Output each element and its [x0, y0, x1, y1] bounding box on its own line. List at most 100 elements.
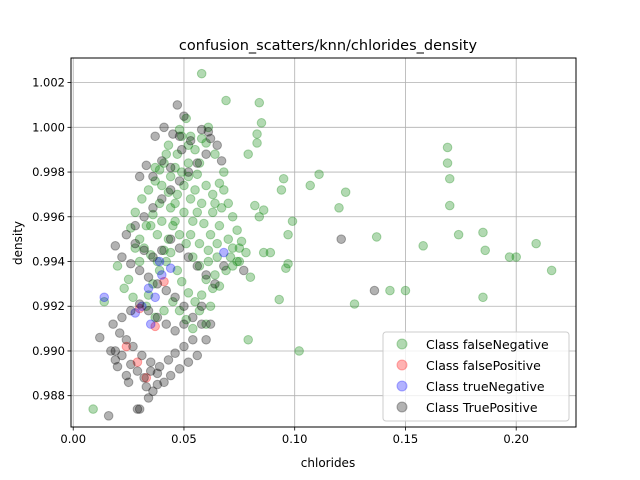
point-true-positive	[196, 319, 207, 329]
point-true-positive	[121, 370, 132, 381]
point-true-positive	[172, 100, 183, 110]
point-false-negative	[192, 169, 203, 180]
point-false-negative	[154, 265, 165, 276]
point-false-negative	[150, 176, 160, 186]
point-true-positive	[132, 366, 143, 376]
point-false-negative	[163, 140, 174, 151]
x-tick-label: 0.20	[503, 432, 529, 446]
point-true-positive	[108, 319, 118, 329]
chart-title: confusion_scatters/knn/chlorides_density	[179, 38, 478, 54]
point-true-positive	[106, 346, 116, 356]
point-false-negative	[232, 225, 242, 235]
point-false-negative	[250, 200, 260, 211]
point-false-negative	[225, 252, 236, 262]
point-true-positive	[170, 292, 180, 303]
point-true-positive	[152, 379, 163, 390]
point-false-negative	[201, 180, 211, 191]
point-true-positive	[130, 238, 141, 249]
point-false-negative	[152, 229, 163, 240]
point-false-negative	[221, 265, 231, 276]
point-false-negative	[174, 229, 185, 240]
point-false-negative	[223, 198, 234, 209]
point-true-positive	[179, 341, 189, 352]
point-true-positive	[139, 373, 149, 383]
point-false-negative	[141, 220, 152, 231]
point-true-positive	[203, 127, 214, 137]
point-true-positive	[145, 366, 156, 376]
point-true-positive	[148, 203, 158, 213]
point-false-negative	[334, 203, 344, 213]
point-false-negative	[176, 167, 187, 177]
point-false-negative	[227, 261, 238, 271]
point-false-negative	[145, 250, 156, 260]
point-true-positive	[134, 265, 145, 276]
point-true-positive	[201, 334, 211, 345]
point-false-negative	[210, 270, 220, 280]
point-false-negative	[207, 283, 218, 294]
point-false-negative	[148, 209, 158, 220]
point-false-negative	[165, 247, 176, 258]
point-false-negative	[199, 218, 209, 229]
point-false-negative	[227, 243, 238, 253]
point-false-negative	[161, 256, 172, 267]
point-false-negative	[188, 216, 198, 227]
point-false-negative	[137, 194, 147, 204]
point-true-positive	[139, 245, 149, 256]
point-false-negative	[294, 346, 304, 356]
legend-marker-true-negative	[396, 380, 408, 392]
point-false-negative	[227, 211, 238, 222]
point-false-negative	[283, 258, 293, 269]
point-true-positive	[141, 160, 152, 171]
point-true-positive	[165, 162, 176, 173]
point-true-positive	[369, 285, 380, 296]
point-true-positive	[157, 245, 167, 256]
data-points	[88, 68, 557, 421]
point-true-positive	[152, 312, 163, 323]
legend-label-true-positive: Class TruePositive	[426, 400, 538, 415]
point-false-negative	[185, 131, 196, 142]
point-false-negative	[254, 97, 265, 108]
point-true-positive	[130, 220, 141, 231]
point-false-positive	[141, 373, 152, 383]
point-true-positive	[174, 364, 185, 374]
point-true-positive	[117, 312, 127, 323]
point-false-negative	[511, 252, 522, 262]
point-true-positive	[94, 332, 105, 343]
legend-marker-true-positive	[396, 401, 408, 413]
point-false-negative	[283, 229, 293, 240]
y-tick-label: 0.994	[32, 255, 65, 269]
point-true-positive	[168, 129, 178, 139]
point-false-negative	[214, 281, 225, 291]
point-false-negative	[210, 149, 220, 159]
point-false-negative	[145, 220, 156, 231]
point-true-negative	[165, 263, 176, 274]
point-false-negative	[188, 323, 198, 334]
point-false-negative	[219, 185, 229, 195]
point-false-negative	[243, 149, 253, 159]
point-false-negative	[314, 169, 324, 180]
point-true-positive	[176, 144, 187, 155]
x-tick-label: 0.05	[171, 432, 197, 446]
point-false-negative	[207, 207, 218, 218]
point-false-negative	[305, 180, 316, 191]
y-tick-label: 0.988	[32, 389, 65, 403]
point-true-positive	[143, 305, 154, 316]
point-false-negative	[212, 238, 222, 249]
legend-label-true-negative: Class trueNegative	[426, 379, 545, 394]
point-true-positive	[152, 279, 163, 289]
point-false-negative	[88, 404, 98, 414]
point-false-negative	[196, 290, 207, 300]
point-true-positive	[143, 272, 154, 282]
point-false-negative	[276, 185, 287, 195]
point-false-negative	[371, 232, 382, 242]
point-false-negative	[176, 276, 187, 287]
point-false-negative	[400, 285, 411, 296]
point-false-negative	[128, 292, 138, 303]
point-false-negative	[179, 207, 189, 218]
point-false-negative	[504, 252, 515, 262]
point-true-positive	[112, 361, 123, 372]
grid-lines	[71, 58, 576, 427]
point-false-negative	[258, 205, 269, 215]
point-false-negative	[214, 220, 225, 231]
x-tick-label: 0.15	[393, 432, 419, 446]
